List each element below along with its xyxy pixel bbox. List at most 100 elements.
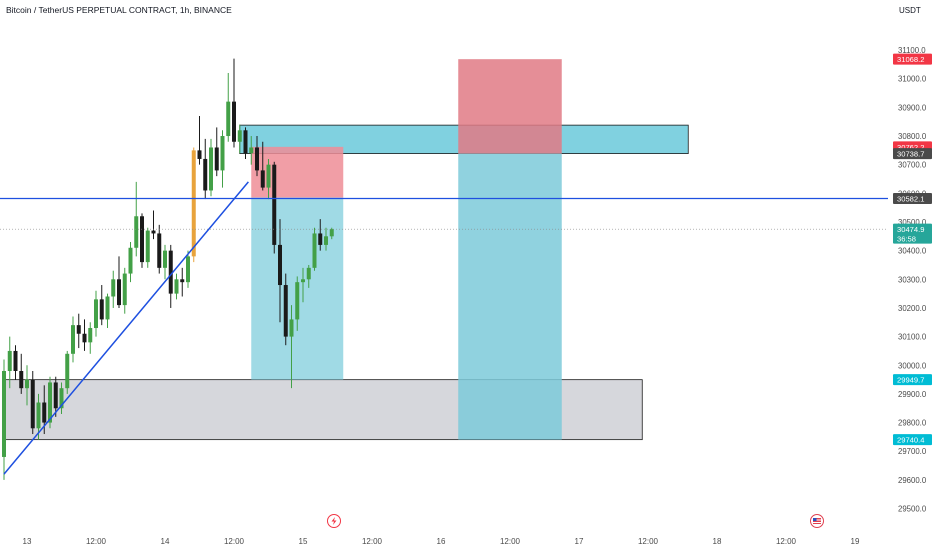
price-tick-label: 31000.0 [898,75,927,84]
candle[interactable] [76,313,81,349]
candle[interactable] [191,147,196,263]
candle-body [42,402,47,423]
candle[interactable] [203,138,208,200]
candle-body [122,273,127,306]
candle[interactable] [306,264,311,288]
candle[interactable] [174,273,179,300]
price-marker: 30738.7 [893,148,932,160]
candle[interactable] [301,267,305,303]
candle-body [209,147,213,191]
lightning-icon[interactable] [327,514,341,528]
candle[interactable] [214,127,219,177]
candle[interactable] [53,376,58,417]
candle-body [30,379,35,429]
candle-body [243,130,248,154]
candle[interactable] [94,290,98,337]
candle[interactable] [266,158,271,200]
price-tick-label: 30900.0 [898,103,927,112]
candle-body [324,236,328,245]
candle[interactable] [163,244,167,280]
candle[interactable] [151,210,156,240]
candle[interactable] [318,219,323,251]
candle[interactable] [220,130,225,188]
candle[interactable] [186,250,190,288]
candle-body [99,299,104,320]
candle[interactable] [209,138,213,197]
price-marker-label: 29949.7 [897,376,924,385]
candle[interactable] [13,345,18,380]
candle-body [272,164,277,245]
candle-body [59,388,64,409]
candle[interactable] [122,267,127,314]
candle[interactable] [260,141,265,191]
price-tick-label: 30800.0 [898,132,927,141]
candle[interactable] [19,353,24,394]
candle[interactable] [278,219,282,323]
time-axis: 13 12:00 14 12:00 15 12:00 16 12:00 17 12:00 18 12:… [23,537,860,546]
candle[interactable] [289,305,294,389]
candle[interactable] [134,181,139,257]
candle-body [111,279,116,297]
candle[interactable] [105,293,110,329]
candle-body [260,170,265,188]
candle[interactable] [111,270,116,308]
candle[interactable] [99,285,104,326]
candle[interactable] [65,350,70,394]
price-marker: 29740.4 [893,434,932,446]
candle[interactable] [30,370,35,435]
candle-body [134,216,139,248]
price-tick-label: 30700.0 [898,161,927,170]
candle[interactable] [145,227,150,268]
candle[interactable] [312,227,317,271]
time-tick-label: 15 [299,537,308,546]
time-tick-label: 12:00 [86,537,107,546]
candle[interactable] [295,276,300,331]
candle[interactable] [82,319,87,351]
candle-body [301,279,305,283]
candle-body [140,216,144,263]
candle[interactable] [232,58,236,148]
candle[interactable] [7,336,12,389]
candle-body [289,319,294,337]
trend-line[interactable] [3,181,249,475]
position-target[interactable] [458,153,562,440]
candle[interactable] [324,227,328,251]
price-marker-label: 29740.4 [897,436,924,445]
price-marker-bg [893,192,932,204]
candle-body [226,101,231,137]
candle[interactable] [168,244,173,308]
candle[interactable] [71,316,75,363]
position-stop[interactable] [458,59,562,154]
price-marker-label: 30738.7 [897,150,924,159]
candle[interactable] [197,115,202,165]
candle-body [25,379,29,389]
candle[interactable] [249,136,254,165]
us-flag-icon[interactable] [810,514,824,528]
candle[interactable] [128,242,133,283]
candle[interactable] [272,161,277,254]
candle[interactable] [243,127,248,159]
candle[interactable] [88,322,93,354]
candle[interactable] [140,213,144,268]
candle[interactable] [117,256,121,308]
candle-body [94,299,98,329]
candle[interactable] [283,273,288,346]
candle[interactable] [2,359,6,480]
candle[interactable] [180,267,185,297]
candle[interactable] [59,382,64,414]
candle[interactable] [329,227,334,240]
candle-body [180,279,185,283]
candle[interactable] [237,124,242,154]
candle[interactable] [157,224,162,274]
candle[interactable] [25,365,29,406]
time-tick-label: 12:00 [224,537,245,546]
price-marker-label: 31068.2 [897,55,924,64]
candle-body [283,285,288,337]
candle[interactable] [226,72,231,142]
lines-layer [0,181,888,475]
time-tick-label: 18 [713,537,722,546]
candle[interactable] [255,136,259,177]
position-stop[interactable] [251,146,344,198]
